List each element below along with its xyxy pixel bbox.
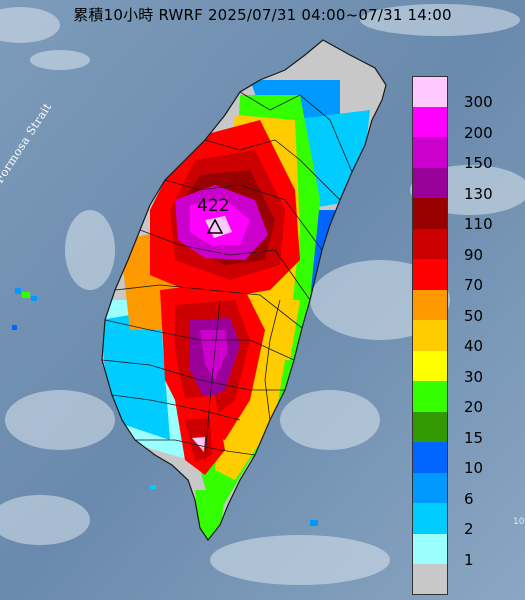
- legend-swatch: [412, 228, 448, 259]
- legend-item: 110: [412, 198, 522, 233]
- legend-swatch: [412, 167, 448, 198]
- legend-label: 6: [464, 489, 474, 508]
- legend-item: 200: [412, 106, 522, 142]
- map-title: 累積10小時 RWRF 2025/07/31 04:00~07/31 14:00: [73, 6, 452, 24]
- legend-item: [412, 564, 522, 595]
- legend-item: 40: [412, 320, 522, 355]
- legend-item: 30: [412, 350, 522, 386]
- legend-label: 130: [464, 184, 493, 203]
- legend-item: 15: [412, 411, 522, 447]
- legend-label: 200: [464, 123, 493, 142]
- legend-item: 300: [412, 76, 522, 111]
- legend-item: 150: [412, 137, 522, 172]
- legend-item: 20: [412, 381, 522, 416]
- legend-swatch: [412, 350, 448, 381]
- legend-label: 20: [464, 398, 484, 416]
- legend-item: 6: [412, 472, 522, 508]
- legend-item: 2: [412, 503, 522, 538]
- legend-item: 1: [412, 533, 522, 569]
- legend-label: 30: [464, 367, 484, 386]
- max-rainfall-marker-icon: [206, 218, 224, 234]
- legend-swatch: [412, 472, 448, 503]
- legend-swatch: [412, 381, 448, 412]
- legend-label: 10: [464, 459, 484, 477]
- legend-label: 70: [464, 276, 484, 294]
- legend-swatch: [412, 137, 448, 168]
- legend-label: 90: [464, 245, 484, 264]
- legend-swatch: [412, 442, 448, 473]
- corner-label: 10: [513, 517, 525, 527]
- legend-swatch: [412, 259, 448, 290]
- county-borders: [101, 39, 387, 542]
- max-rainfall-value: 422: [197, 196, 230, 216]
- legend-swatch: [412, 76, 448, 107]
- legend-label: 150: [464, 154, 493, 172]
- rainfall-legend: 300 200 150 130 110 90 70 50 40 30 20 15 10 6 2 1: [412, 76, 522, 595]
- legend-swatch: [412, 289, 448, 320]
- legend-item: 10: [412, 442, 522, 477]
- legend-label: 2: [464, 520, 474, 538]
- legend-label: 110: [464, 215, 493, 233]
- legend-swatch: [412, 564, 448, 595]
- legend-label: 1: [464, 550, 474, 569]
- legend-swatch: [412, 320, 448, 351]
- legend-swatch: [412, 411, 448, 442]
- legend-swatch: [412, 198, 448, 229]
- legend-label: 15: [464, 428, 484, 447]
- legend-label: 300: [464, 93, 493, 111]
- legend-item: 50: [412, 289, 522, 325]
- offshore-echoes: [12, 288, 318, 526]
- legend-item: 70: [412, 259, 522, 294]
- legend-swatch: [412, 106, 448, 137]
- legend-item: 90: [412, 228, 522, 264]
- legend-label: 40: [464, 337, 484, 355]
- legend-label: 50: [464, 306, 484, 325]
- legend-swatch: [412, 533, 448, 564]
- legend-item: 130: [412, 167, 522, 203]
- legend-swatch: [412, 503, 448, 534]
